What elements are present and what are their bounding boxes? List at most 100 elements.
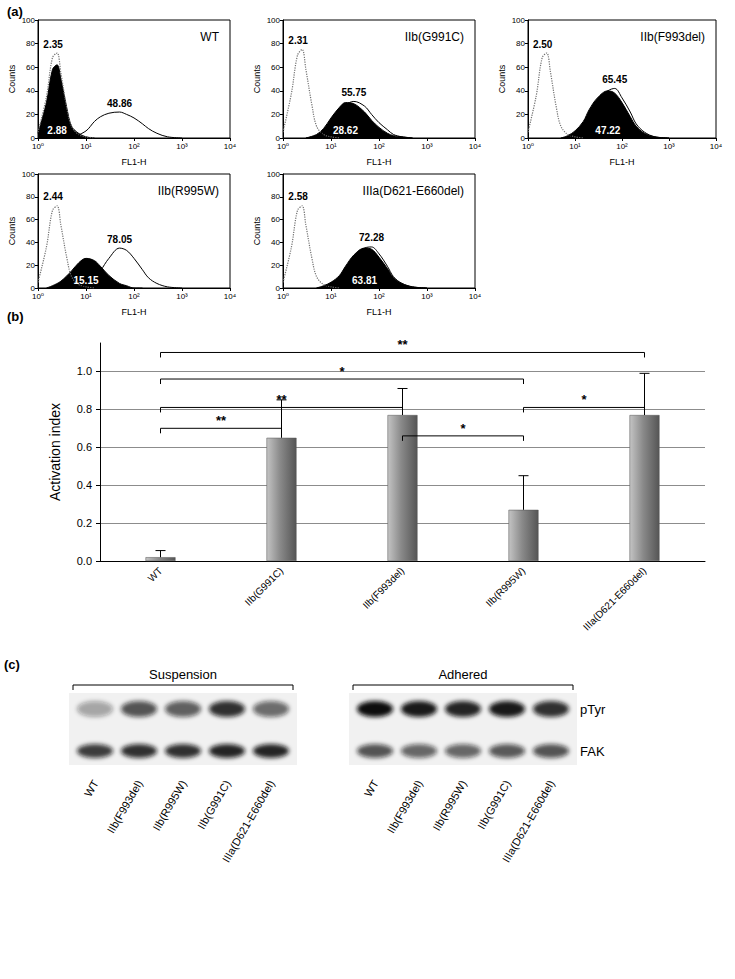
svg-text:20: 20 — [271, 110, 280, 119]
svg-text:0.0: 0.0 — [77, 555, 92, 567]
svg-text:10⁰: 10⁰ — [277, 292, 289, 301]
svg-text:40: 40 — [516, 86, 525, 95]
svg-text:20: 20 — [26, 261, 35, 270]
svg-text:72.28: 72.28 — [359, 232, 384, 243]
svg-text:FL1-H: FL1-H — [366, 157, 391, 167]
svg-text:Activation index: Activation index — [47, 403, 63, 501]
svg-text:78.05: 78.05 — [107, 234, 132, 245]
svg-text:**: ** — [397, 337, 408, 352]
svg-text:40: 40 — [271, 238, 280, 247]
svg-text:15.15: 15.15 — [73, 275, 98, 286]
svg-text:40: 40 — [26, 86, 35, 95]
svg-text:IIIa(D621-E660del): IIIa(D621-E660del) — [500, 778, 557, 864]
svg-text:10⁰: 10⁰ — [32, 142, 44, 151]
svg-text:60: 60 — [26, 215, 35, 224]
svg-text:WT: WT — [362, 778, 381, 799]
svg-text:10²: 10² — [128, 292, 140, 301]
svg-text:FAK: FAK — [580, 744, 605, 759]
svg-text:IIb(R995W): IIb(R995W) — [484, 565, 528, 609]
svg-text:10³: 10³ — [176, 142, 188, 151]
svg-text:10²: 10² — [373, 142, 385, 151]
svg-text:2.88: 2.88 — [47, 125, 67, 136]
svg-text:10⁴: 10⁴ — [469, 142, 482, 151]
svg-text:0.2: 0.2 — [77, 517, 92, 529]
svg-text:80: 80 — [271, 192, 280, 201]
svg-text:100: 100 — [267, 170, 281, 179]
svg-text:40: 40 — [26, 238, 35, 247]
svg-text:**: ** — [216, 413, 227, 428]
svg-text:*: * — [581, 392, 587, 407]
svg-text:10³: 10³ — [421, 142, 433, 151]
svg-text:60: 60 — [271, 63, 280, 72]
svg-text:IIb(F993del): IIb(F993del) — [640, 30, 705, 44]
svg-text:Counts: Counts — [497, 64, 507, 93]
svg-text:WT: WT — [82, 778, 101, 799]
svg-text:IIb(R995W): IIb(R995W) — [150, 778, 189, 833]
svg-text:55.75: 55.75 — [341, 87, 366, 98]
svg-text:100: 100 — [22, 170, 36, 179]
svg-text:2.50: 2.50 — [533, 39, 553, 50]
svg-text:IIIa(D621-E660del): IIIa(D621-E660del) — [363, 184, 464, 198]
svg-text:IIb(G991C): IIb(G991C) — [195, 778, 233, 831]
svg-text:IIb(F993del): IIb(F993del) — [385, 778, 425, 835]
svg-text:Counts: Counts — [7, 216, 17, 245]
svg-text:0.8: 0.8 — [77, 403, 92, 415]
svg-text:IIb(R995W): IIb(R995W) — [430, 778, 469, 833]
svg-text:(a): (a) — [7, 4, 23, 19]
svg-text:60: 60 — [26, 63, 35, 72]
svg-text:10¹: 10¹ — [80, 142, 92, 151]
svg-text:IIIa(D621-E660del): IIIa(D621-E660del) — [220, 778, 277, 864]
svg-text:IIIa(D621-E660del): IIIa(D621-E660del) — [581, 565, 648, 632]
svg-text:10²: 10² — [373, 292, 385, 301]
svg-text:80: 80 — [271, 39, 280, 48]
svg-text:Suspension: Suspension — [149, 667, 217, 682]
svg-text:10²: 10² — [128, 142, 140, 151]
svg-text:28.62: 28.62 — [333, 125, 358, 136]
svg-text:Counts: Counts — [7, 64, 17, 93]
svg-text:48.86: 48.86 — [107, 98, 132, 109]
svg-text:10¹: 10¹ — [325, 142, 337, 151]
svg-text:10⁴: 10⁴ — [469, 292, 482, 301]
svg-text:IIb(G991C): IIb(G991C) — [475, 778, 513, 831]
svg-text:10⁰: 10⁰ — [277, 142, 289, 151]
svg-text:IIb(G991C): IIb(G991C) — [405, 30, 464, 44]
svg-text:1.0: 1.0 — [77, 365, 92, 377]
svg-text:pTyr: pTyr — [580, 702, 606, 717]
svg-text:10¹: 10¹ — [325, 292, 337, 301]
svg-text:FL1-H: FL1-H — [121, 307, 146, 317]
svg-text:WT: WT — [146, 565, 165, 584]
svg-text:**: ** — [276, 392, 287, 407]
svg-text:63.81: 63.81 — [352, 275, 377, 286]
svg-text:IIb(R995W): IIb(R995W) — [158, 184, 219, 198]
svg-text:65.45: 65.45 — [602, 74, 627, 85]
svg-text:20: 20 — [271, 261, 280, 270]
svg-text:FL1-H: FL1-H — [609, 157, 634, 167]
svg-text:IIb(F993del): IIb(F993del) — [361, 565, 407, 611]
svg-text:IIb(F993del): IIb(F993del) — [105, 778, 145, 835]
svg-text:Counts: Counts — [252, 216, 262, 245]
svg-text:2.58: 2.58 — [288, 191, 308, 202]
svg-text:10⁴: 10⁴ — [224, 292, 237, 301]
svg-text:*: * — [460, 421, 466, 436]
svg-text:10³: 10³ — [421, 292, 433, 301]
svg-text:FL1-H: FL1-H — [121, 157, 146, 167]
svg-text:20: 20 — [516, 110, 525, 119]
svg-text:10¹: 10¹ — [80, 292, 92, 301]
svg-text:10³: 10³ — [176, 292, 188, 301]
svg-text:10¹: 10¹ — [569, 142, 581, 151]
svg-text:80: 80 — [26, 39, 35, 48]
svg-text:(c): (c) — [4, 657, 20, 672]
svg-text:60: 60 — [516, 63, 525, 72]
svg-text:100: 100 — [22, 16, 36, 25]
svg-text:60: 60 — [271, 215, 280, 224]
svg-text:10⁰: 10⁰ — [522, 142, 534, 151]
svg-text:10⁴: 10⁴ — [224, 142, 237, 151]
svg-text:2.44: 2.44 — [43, 191, 63, 202]
svg-text:10²: 10² — [616, 142, 628, 151]
svg-text:10⁰: 10⁰ — [32, 292, 44, 301]
svg-text:WT: WT — [200, 30, 219, 44]
svg-text:*: * — [339, 364, 345, 379]
svg-text:Counts: Counts — [252, 64, 262, 93]
svg-text:10⁴: 10⁴ — [710, 142, 723, 151]
svg-text:FL1-H: FL1-H — [366, 307, 391, 317]
